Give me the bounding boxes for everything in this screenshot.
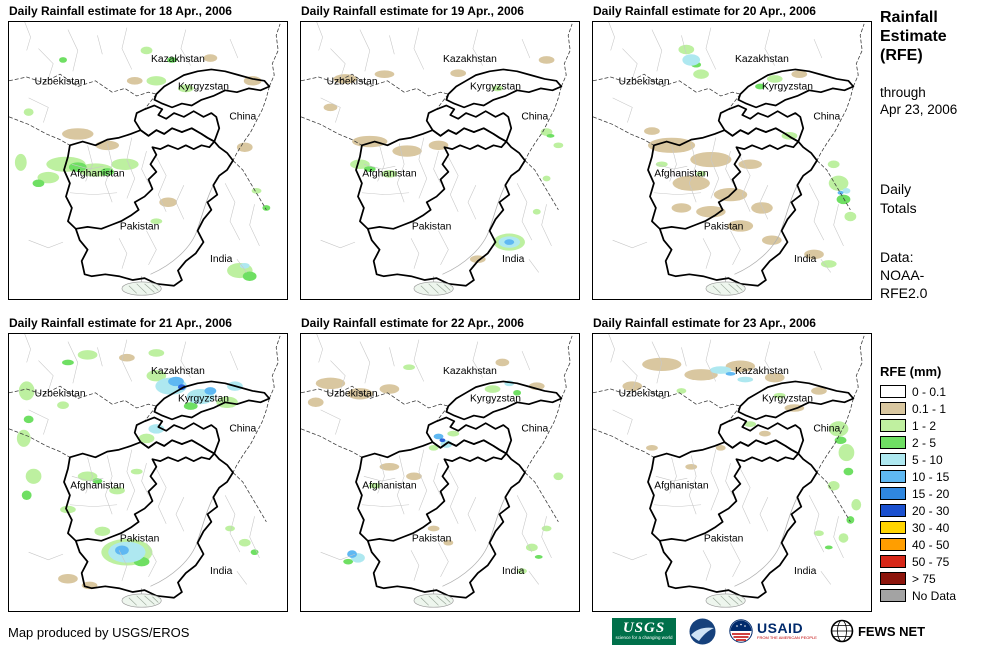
panel-title: Daily Rainfall estimate for 20 Apr., 200… [593, 4, 816, 18]
legend-item: 20 - 30 [880, 502, 956, 519]
legend-swatch [880, 487, 906, 500]
panel-title: Daily Rainfall estimate for 21 Apr., 200… [9, 316, 232, 330]
legend-item: 50 - 75 [880, 553, 956, 570]
legend-swatch [880, 589, 906, 602]
usaid-emblem-icon [729, 619, 753, 643]
legend-item: 5 - 10 [880, 451, 956, 468]
legend-swatch [880, 453, 906, 466]
logo-row: USGS science for a changing world USAID … [612, 615, 925, 647]
rainfall-map-23apr [592, 333, 872, 612]
usaid-tagline: FROM THE AMERICAN PEOPLE [757, 635, 817, 640]
usgs-logo: USGS science for a changing world [612, 617, 676, 645]
legend-item: 1 - 2 [880, 417, 956, 434]
legend-swatch [880, 385, 906, 398]
legend-swatch [880, 436, 906, 449]
noaa-logo [689, 618, 716, 645]
map-panel-20apr: Daily Rainfall estimate for 20 Apr., 200… [592, 4, 874, 300]
legend-item: > 75 [880, 570, 956, 587]
rainfall-overlay [644, 44, 857, 268]
sidebar: Rainfall Estimate (RFE) through Apr 23, … [880, 0, 980, 649]
usaid-logo: USAID FROM THE AMERICAN PEOPLE [729, 619, 817, 643]
globe-icon [830, 619, 854, 643]
rainfall-overlay [16, 349, 259, 590]
rainfall-map-19apr [300, 21, 580, 300]
rainfall-map-20apr [592, 21, 872, 300]
panel-title: Daily Rainfall estimate for 18 Apr., 200… [9, 4, 232, 18]
fewsnet-wordmark: FEWS NET [857, 623, 926, 639]
legend-item: 40 - 50 [880, 536, 956, 553]
noaa-emblem-icon [689, 618, 716, 644]
legend-swatch [880, 572, 906, 585]
legend-title: RFE (mm) [880, 364, 942, 379]
legend-swatch [880, 521, 906, 534]
legend-swatch [880, 504, 906, 517]
map-panel-22apr: Daily Rainfall estimate for 22 Apr., 200… [300, 316, 582, 612]
sidebar-title: Rainfall Estimate (RFE) [880, 9, 947, 64]
panel-title: Daily Rainfall estimate for 22 Apr., 200… [301, 316, 524, 330]
rainfall-map-22apr [300, 333, 580, 612]
legend-swatch [880, 470, 906, 483]
sidebar-daily-totals: Daily Totals [880, 181, 917, 216]
usaid-wordmark: USAID [757, 620, 804, 636]
panel-title: Daily Rainfall estimate for 23 Apr., 200… [593, 316, 816, 330]
rainfall-map-18apr [8, 21, 288, 300]
map-panel-23apr: Daily Rainfall estimate for 23 Apr., 200… [592, 316, 874, 612]
map-panel-18apr: Daily Rainfall estimate for 18 Apr., 200… [8, 4, 290, 300]
legend-item: No Data [880, 587, 956, 604]
legend-item: 0 - 0.1 [880, 383, 956, 400]
rainfall-map-21apr [8, 333, 288, 612]
sidebar-through-date: through Apr 23, 2006 [880, 85, 958, 117]
legend-swatch [880, 419, 906, 432]
legend-item: 15 - 20 [880, 485, 956, 502]
legend-swatch [880, 402, 906, 415]
usgs-tagline: science for a changing world [615, 634, 673, 640]
map-credit: Map produced by USGS/EROS [8, 625, 190, 640]
sidebar-data-source: Data: NOAA- RFE2.0 [880, 249, 928, 301]
legend-item: 10 - 15 [880, 468, 956, 485]
legend-swatch [880, 555, 906, 568]
usgs-wordmark: USGS [622, 619, 666, 636]
panel-title: Daily Rainfall estimate for 19 Apr., 200… [301, 4, 524, 18]
legend-item: 2 - 5 [880, 434, 956, 451]
legend: 0 - 0.1 0.1 - 1 1 - 2 2 - 5 5 - 10 10 - … [880, 383, 956, 604]
fewsnet-logo: FEWS NET [830, 619, 925, 643]
map-panel-19apr: Daily Rainfall estimate for 19 Apr., 200… [300, 4, 582, 300]
legend-swatch [880, 538, 906, 551]
map-panel-21apr: Daily Rainfall estimate for 21 Apr., 200… [8, 316, 290, 612]
legend-item: 30 - 40 [880, 519, 956, 536]
legend-item: 0.1 - 1 [880, 400, 956, 417]
rainfall-overlay [622, 357, 862, 550]
